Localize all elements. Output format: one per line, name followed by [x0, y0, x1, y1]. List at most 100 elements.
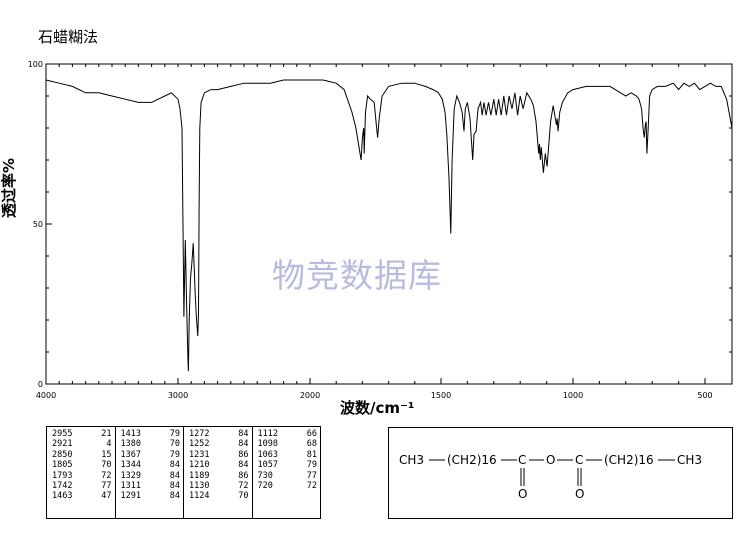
- watermark: 物竞数据库: [272, 256, 442, 295]
- peak-transmittance: 70: [169, 439, 180, 450]
- peak-row: 1189 86: [189, 471, 249, 481]
- x-tick-label: 3000: [168, 391, 188, 400]
- peak-wavenumber: 1130: [189, 481, 210, 492]
- ir-spectrum-chart: 4000 3000 2000 1500 1000 500 0 50 100: [28, 60, 733, 400]
- peak-row: 1291 84: [121, 491, 181, 501]
- peak-row: 1367 79: [121, 450, 181, 460]
- peak-wavenumber: 2850: [52, 449, 73, 460]
- plot-frame: [45, 63, 733, 385]
- peak-wavenumber: 1210: [189, 460, 210, 471]
- peak-transmittance: 84: [238, 439, 249, 450]
- x-tick-label: 500: [697, 391, 712, 400]
- peak-wavenumber: 1098: [257, 439, 278, 450]
- peak-row: 2850 15: [52, 450, 112, 460]
- peak-column: 1272 84 1252 84 1231 86 1210 84 1189 86 1130 72 1124…: [184, 427, 253, 518]
- peak-row: 1210 84: [189, 460, 249, 470]
- peak-wavenumber: 1742: [52, 481, 73, 492]
- peak-transmittance: 84: [169, 491, 180, 502]
- peak-transmittance: 4: [106, 439, 112, 450]
- peak-transmittance: 84: [169, 481, 180, 492]
- peak-row: 1231 86: [189, 450, 249, 460]
- spectrum-line: [45, 79, 733, 372]
- peak-wavenumber: 730: [257, 470, 273, 481]
- peak-row: 1805 70: [52, 460, 112, 470]
- y-tick-label: 100: [28, 60, 43, 69]
- peak-row: 1344 84: [121, 460, 181, 470]
- peak-transmittance: 47: [101, 491, 112, 502]
- peak-transmittance: 79: [169, 429, 180, 439]
- peak-column: 1413 79 1380 70 1367 79 1344 84 1329 84 1311 84 1291…: [116, 427, 184, 518]
- peak-transmittance: 77: [101, 481, 112, 492]
- peak-wavenumber: 1231: [189, 449, 210, 460]
- peak-row: 1124 70: [189, 491, 249, 501]
- struct-ch3-right: CH3: [677, 453, 702, 467]
- peak-transmittance: 79: [306, 460, 317, 471]
- axis-ticks: 4000 3000 2000 1500 1000 500 0 50 100: [28, 60, 713, 400]
- peak-transmittance: 84: [238, 460, 249, 471]
- peak-row: 1463 47: [52, 491, 112, 501]
- y-tick-label: 0: [38, 380, 43, 389]
- minor-ticks: [46, 64, 732, 384]
- peak-transmittance: 86: [238, 449, 249, 460]
- struct-c2: C: [575, 453, 583, 467]
- peak-transmittance: 79: [169, 449, 180, 460]
- peak-wavenumber: 1063: [257, 449, 278, 460]
- y-axis-label: 透过率%: [0, 157, 18, 218]
- peak-transmittance: 70: [101, 460, 112, 471]
- peak-transmittance: 84: [169, 470, 180, 481]
- peak-row: 1057 79: [258, 460, 318, 470]
- peak-row: 1098 68: [258, 439, 318, 449]
- struct-chain-left: (CH2)16: [447, 453, 497, 467]
- peak-transmittance: 72: [306, 481, 317, 492]
- peak-wavenumber: 1124: [189, 491, 210, 502]
- struct-o2: O: [575, 487, 584, 501]
- peak-row: 1793 72: [52, 471, 112, 481]
- peak-row: 2955 21: [52, 429, 112, 439]
- peak-transmittance: 21: [101, 429, 112, 439]
- peak-transmittance: 15: [101, 449, 112, 460]
- page-title: 石蜡糊法: [38, 28, 99, 46]
- peak-row: 1413 79: [121, 429, 181, 439]
- peak-transmittance: 72: [238, 481, 249, 492]
- peak-wavenumber: 1329: [120, 470, 141, 481]
- peak-wavenumber: 1291: [120, 491, 141, 502]
- peak-wavenumber: 1252: [189, 439, 210, 450]
- peak-wavenumber: 1463: [52, 491, 73, 502]
- peak-wavenumber: 1057: [257, 460, 278, 471]
- peak-column: 1112 66 1098 68 1063 81 1057 79 730 77 720 72: [253, 427, 321, 518]
- peak-transmittance: 77: [306, 470, 317, 481]
- peak-transmittance: 72: [101, 470, 112, 481]
- peak-wavenumber: 1189: [189, 470, 210, 481]
- peak-row: 730 77: [258, 471, 318, 481]
- peak-column: 2955 21 2921 4 2850 15 1805 70 1793 72 1742 77 1463 4…: [47, 427, 116, 518]
- peak-transmittance: 66: [306, 429, 317, 439]
- y-tick-label: 50: [33, 220, 43, 229]
- struct-o-bridge: O: [546, 453, 555, 467]
- struct-o1: O: [518, 487, 527, 501]
- peak-row: 1112 66: [258, 429, 318, 439]
- peak-row: 1380 70: [121, 439, 181, 449]
- peak-transmittance: 81: [306, 449, 317, 460]
- x-tick-label: 1000: [563, 391, 583, 400]
- peak-row: 1742 77: [52, 481, 112, 491]
- peak-wavenumber: 720: [257, 481, 273, 492]
- peak-row: 1130 72: [189, 481, 249, 491]
- peak-row: 720 72: [258, 481, 318, 491]
- peak-wavenumber: 1272: [189, 429, 210, 439]
- peak-transmittance: 84: [169, 460, 180, 471]
- peak-transmittance: 68: [306, 439, 317, 450]
- peak-wavenumber: 1380: [120, 439, 141, 450]
- peak-row: 1063 81: [258, 450, 318, 460]
- peak-row: 2921 4: [52, 439, 112, 449]
- peak-wavenumber: 1413: [120, 429, 141, 439]
- peak-row: 1272 84: [189, 429, 249, 439]
- peak-table: 2955 21 2921 4 2850 15 1805 70 1793 72 1742 77 1463 4…: [46, 426, 321, 519]
- struct-chain-right: (CH2)16: [604, 453, 654, 467]
- struct-ch3-left: CH3: [399, 453, 424, 467]
- peak-wavenumber: 1793: [52, 470, 73, 481]
- peak-wavenumber: 2955: [52, 429, 73, 439]
- x-tick-label: 4000: [36, 391, 56, 400]
- x-axis-label: 波数/cm⁻¹: [340, 399, 415, 417]
- peak-wavenumber: 1367: [120, 449, 141, 460]
- peak-row: 1311 84: [121, 481, 181, 491]
